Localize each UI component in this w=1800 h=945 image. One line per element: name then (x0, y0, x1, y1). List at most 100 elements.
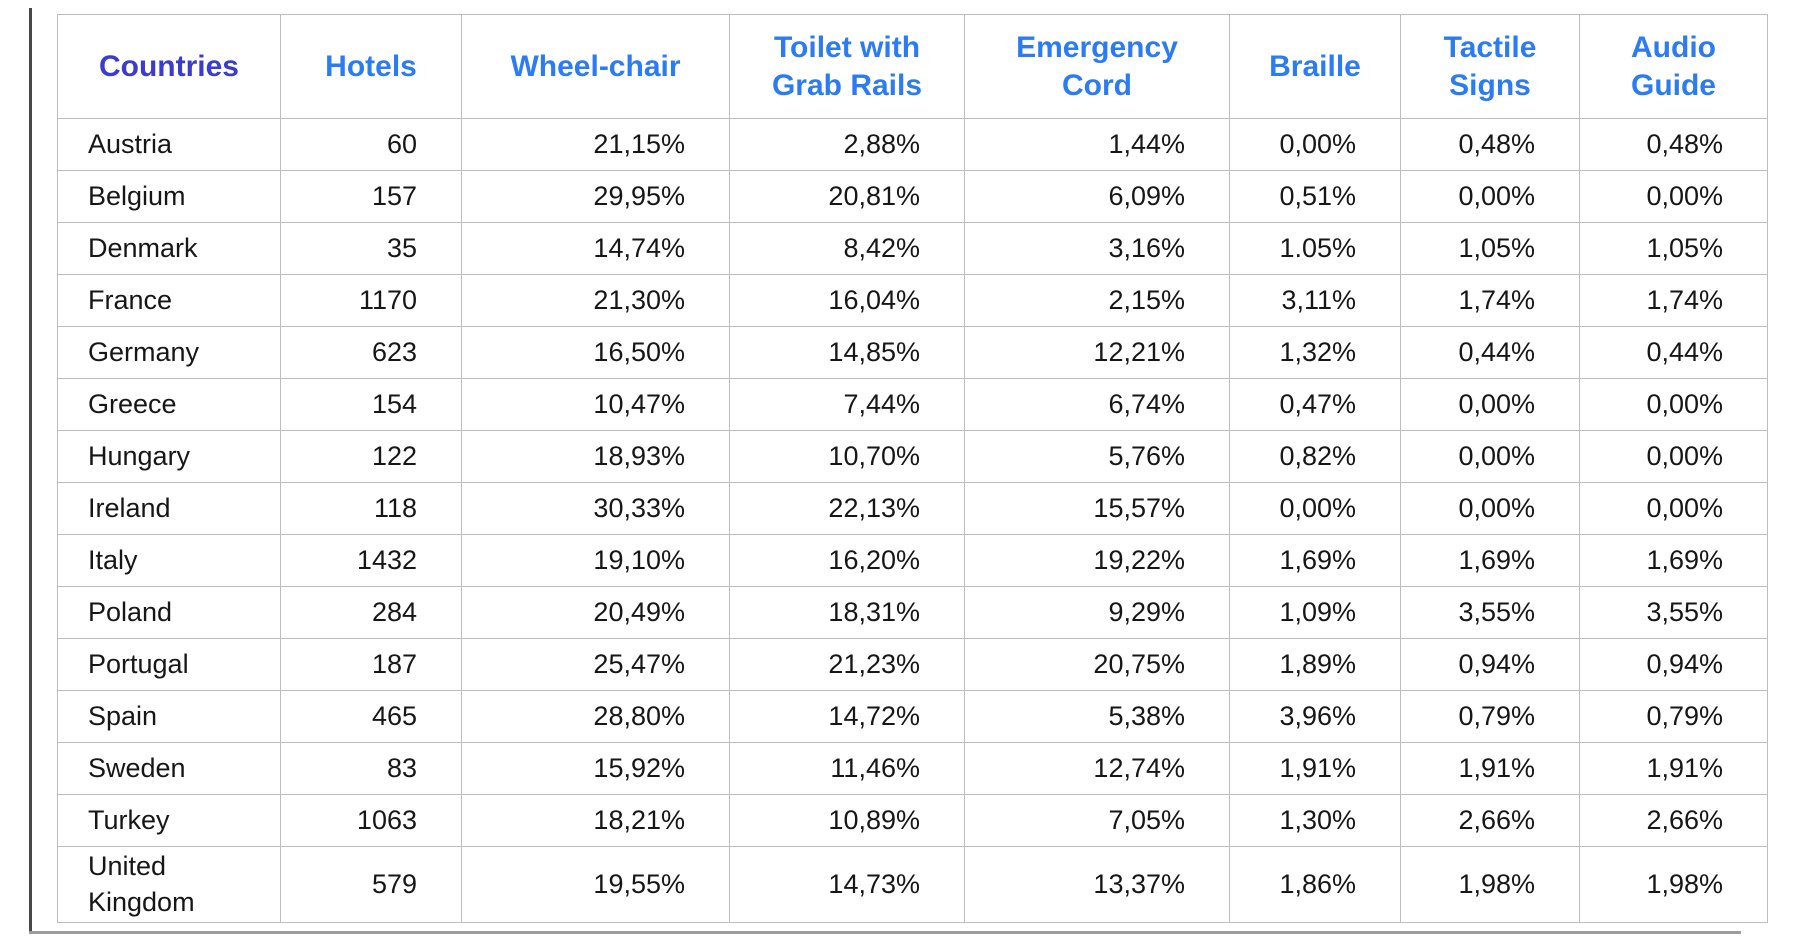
emergency-cord-cell: 7,05% (964, 794, 1230, 847)
wheelchair-cell: 21,15% (461, 118, 730, 171)
tactile-signs-cell: 1,91% (1400, 742, 1580, 795)
hotels-cell: 284 (280, 586, 462, 639)
header-cell-toilet-grab-rails: Toilet with Grab Rails (729, 14, 965, 119)
hotels-cell: 122 (280, 430, 462, 483)
emergency-cord-cell: 12,74% (964, 742, 1230, 795)
braille-cell: 1,09% (1229, 586, 1401, 639)
country-cell: Greece (57, 378, 281, 431)
audio-guide-cell: 1,05% (1579, 222, 1768, 275)
hotels-cell: 1063 (280, 794, 462, 847)
emergency-cord-cell: 5,76% (964, 430, 1230, 483)
emergency-cord-cell: 1,44% (964, 118, 1230, 171)
country-cell: Spain (57, 690, 281, 743)
toilet-grab-rails-cell: 8,42% (729, 222, 965, 275)
frame-bottom-line (29, 931, 1741, 934)
country-cell: Portugal (57, 638, 281, 691)
tactile-signs-cell: 0,48% (1400, 118, 1580, 171)
emergency-cord-cell: 12,21% (964, 326, 1230, 379)
braille-cell: 1,30% (1229, 794, 1401, 847)
audio-guide-cell: 3,55% (1579, 586, 1768, 639)
country-cell: Ireland (57, 482, 281, 535)
toilet-grab-rails-cell: 7,44% (729, 378, 965, 431)
wheelchair-cell: 18,21% (461, 794, 730, 847)
braille-cell: 1,69% (1229, 534, 1401, 587)
wheelchair-cell: 20,49% (461, 586, 730, 639)
braille-cell: 0,00% (1229, 118, 1401, 171)
country-cell: Hungary (57, 430, 281, 483)
table-row: Poland 284 20,49% 18,31% 9,29% 1,09% 3,5… (57, 586, 1768, 639)
toilet-grab-rails-cell: 14,73% (729, 846, 965, 923)
toilet-grab-rails-cell: 20,81% (729, 170, 965, 223)
emergency-cord-cell: 2,15% (964, 274, 1230, 327)
toilet-grab-rails-cell: 11,46% (729, 742, 965, 795)
header-cell-emergency-cord: Emergency Cord (964, 14, 1230, 119)
tactile-signs-cell: 1,98% (1400, 846, 1580, 923)
country-cell: Belgium (57, 170, 281, 223)
hotels-cell: 35 (280, 222, 462, 275)
braille-cell: 1,32% (1229, 326, 1401, 379)
country-cell: Austria (57, 118, 281, 171)
wheelchair-cell: 18,93% (461, 430, 730, 483)
braille-cell: 1,89% (1229, 638, 1401, 691)
wheelchair-cell: 19,55% (461, 846, 730, 923)
wheelchair-cell: 10,47% (461, 378, 730, 431)
tactile-signs-cell: 3,55% (1400, 586, 1580, 639)
table-row: France 1170 21,30% 16,04% 2,15% 3,11% 1,… (57, 274, 1768, 327)
audio-guide-cell: 0,94% (1579, 638, 1768, 691)
table-row: Greece 154 10,47% 7,44% 6,74% 0,47% 0,00… (57, 378, 1768, 431)
braille-cell: 0,82% (1229, 430, 1401, 483)
braille-cell: 1,91% (1229, 742, 1401, 795)
audio-guide-cell: 1,69% (1579, 534, 1768, 587)
wheelchair-cell: 29,95% (461, 170, 730, 223)
braille-cell: 0,51% (1229, 170, 1401, 223)
tactile-signs-cell: 1,05% (1400, 222, 1580, 275)
table-row: Sweden 83 15,92% 11,46% 12,74% 1,91% 1,9… (57, 742, 1768, 795)
table-header: Countries Hotels Wheel-chair Toilet with… (57, 14, 1768, 119)
hotels-cell: 83 (280, 742, 462, 795)
hotels-cell: 118 (280, 482, 462, 535)
wheelchair-cell: 28,80% (461, 690, 730, 743)
toilet-grab-rails-cell: 22,13% (729, 482, 965, 535)
braille-cell: 3,96% (1229, 690, 1401, 743)
toilet-grab-rails-cell: 16,04% (729, 274, 965, 327)
hotels-cell: 154 (280, 378, 462, 431)
braille-cell: 1.05% (1229, 222, 1401, 275)
table-row: Spain 465 28,80% 14,72% 5,38% 3,96% 0,79… (57, 690, 1768, 743)
audio-guide-cell: 0,00% (1579, 430, 1768, 483)
emergency-cord-cell: 20,75% (964, 638, 1230, 691)
accessibility-table: Countries Hotels Wheel-chair Toilet with… (57, 14, 1768, 923)
wheelchair-cell: 15,92% (461, 742, 730, 795)
braille-cell: 0,47% (1229, 378, 1401, 431)
hotels-cell: 187 (280, 638, 462, 691)
tactile-signs-cell: 0,94% (1400, 638, 1580, 691)
hotels-cell: 157 (280, 170, 462, 223)
tactile-signs-cell: 0,79% (1400, 690, 1580, 743)
tactile-signs-cell: 2,66% (1400, 794, 1580, 847)
audio-guide-cell: 0,48% (1579, 118, 1768, 171)
country-cell: United Kingdom (57, 846, 281, 923)
header-cell-hotels: Hotels (280, 14, 462, 119)
table-row: Austria 60 21,15% 2,88% 1,44% 0,00% 0,48… (57, 118, 1768, 171)
country-cell: Denmark (57, 222, 281, 275)
tactile-signs-cell: 1,74% (1400, 274, 1580, 327)
toilet-grab-rails-cell: 21,23% (729, 638, 965, 691)
emergency-cord-cell: 13,37% (964, 846, 1230, 923)
table-row: Italy 1432 19,10% 16,20% 19,22% 1,69% 1,… (57, 534, 1768, 587)
hotels-cell: 623 (280, 326, 462, 379)
table-row: Denmark 35 14,74% 8,42% 3,16% 1.05% 1,05… (57, 222, 1768, 275)
tactile-signs-cell: 0,00% (1400, 430, 1580, 483)
emergency-cord-cell: 19,22% (964, 534, 1230, 587)
country-cell: Germany (57, 326, 281, 379)
hotels-cell: 1432 (280, 534, 462, 587)
header-cell-braille: Braille (1229, 14, 1401, 119)
tactile-signs-cell: 0,00% (1400, 378, 1580, 431)
table-row: Portugal 187 25,47% 21,23% 20,75% 1,89% … (57, 638, 1768, 691)
emergency-cord-cell: 5,38% (964, 690, 1230, 743)
braille-cell: 3,11% (1229, 274, 1401, 327)
table-row: Germany 623 16,50% 14,85% 12,21% 1,32% 0… (57, 326, 1768, 379)
table-row: Belgium 157 29,95% 20,81% 6,09% 0,51% 0,… (57, 170, 1768, 223)
header-cell-wheelchair: Wheel-chair (461, 14, 730, 119)
audio-guide-cell: 0,44% (1579, 326, 1768, 379)
wheelchair-cell: 21,30% (461, 274, 730, 327)
